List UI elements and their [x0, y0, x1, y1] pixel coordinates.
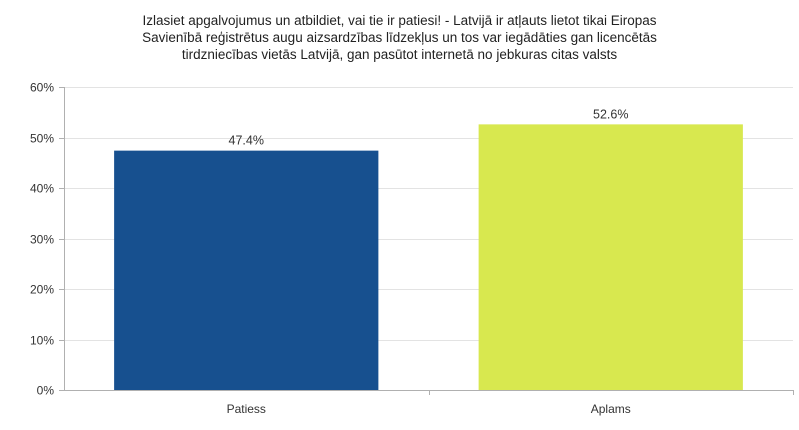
y-tick-label: 0%	[37, 384, 55, 398]
y-tick-label: 10%	[30, 334, 54, 348]
data-label: 52.6%	[593, 107, 628, 121]
chart-title-line-3: tirdzniecības vietās Latvijā, gan pasūto…	[181, 47, 618, 62]
x-tick-label: Aplams	[591, 402, 631, 416]
y-tick-label: 40%	[30, 182, 54, 196]
bar-aplams	[478, 124, 743, 391]
bar-patiess	[114, 150, 379, 390]
data-label: 47.4%	[229, 134, 264, 148]
y-tick-label: 60%	[30, 81, 54, 95]
labels: 0% 10% 20% 30% 40% 50% 60% 47.4% Patiess 52.6% Apl…	[30, 81, 631, 417]
bars	[114, 124, 743, 391]
y-tick-label: 30%	[30, 233, 54, 247]
y-tick-label: 50%	[30, 132, 54, 146]
chart-title-line-2: Savienībā reģistrētus augu aizsardzības …	[142, 30, 657, 45]
x-tick-label: Patiess	[227, 402, 266, 416]
chart-title: Izlasiet apgalvojumus un atbildiet, vai …	[0, 12, 799, 63]
y-tick-label: 20%	[30, 283, 54, 297]
chart-title-line-1: Izlasiet apgalvojumus un atbildiet, vai …	[142, 13, 657, 28]
axes	[59, 87, 794, 395]
